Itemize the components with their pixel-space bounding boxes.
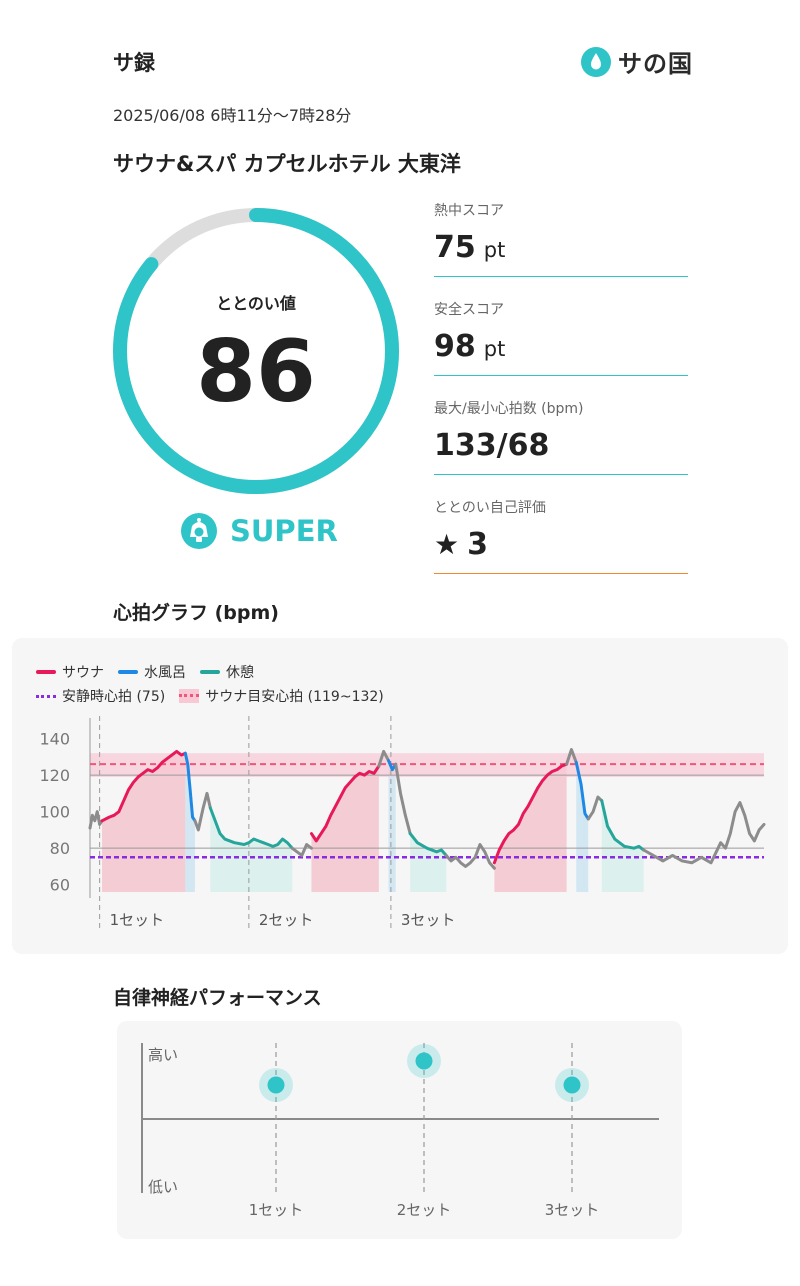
chart-legend-2: 安静時心拍 (75) サウナ目安心拍 (119~132) bbox=[36, 686, 384, 706]
performance-point bbox=[415, 1052, 433, 1070]
stat-safety-score: 安全スコア 98 pt bbox=[434, 299, 688, 376]
water-drop-icon bbox=[581, 46, 611, 77]
phase-fill-sauna bbox=[494, 764, 567, 892]
stat-self-rating: ととのい自己評価 ★ 3 bbox=[434, 497, 688, 574]
stat-value: 133/68 bbox=[434, 428, 550, 463]
series-line-rest bbox=[600, 799, 646, 852]
stat-label: 熱中スコア bbox=[434, 203, 504, 219]
y-low-label: 低い bbox=[148, 1178, 178, 1196]
series-line-other bbox=[642, 801, 766, 865]
legend-sauna: サウナ bbox=[36, 662, 104, 682]
heart-rate-chart: 1セット 2セット 3セット 140 120 100 80 60 bbox=[39, 716, 766, 930]
totonoi-label: ととのい値 bbox=[216, 294, 296, 313]
stat-label: ととのい自己評価 bbox=[434, 500, 546, 516]
set-label: 1セット bbox=[110, 911, 165, 929]
stat-label: 安全スコア bbox=[434, 302, 504, 318]
series-line-other bbox=[377, 749, 390, 768]
stat-value-row: 98 pt bbox=[434, 329, 688, 376]
legend-rest: 休憩 bbox=[200, 662, 254, 682]
legend-label: サウナ目安心拍 (119~132) bbox=[205, 689, 384, 705]
series-line-sauna bbox=[309, 764, 381, 843]
legend-label: 水風呂 bbox=[144, 665, 186, 681]
set-label: 3セット bbox=[401, 911, 456, 929]
series-line-sauna bbox=[492, 762, 569, 865]
series-line-other bbox=[565, 748, 578, 766]
autonomic-panel: 高い低い 1セット 2セット 3セット bbox=[117, 1021, 682, 1239]
legend-label: 安静時心拍 (75) bbox=[62, 689, 166, 705]
app-title: サ録 bbox=[113, 51, 155, 75]
stat-heat-score: 熱中スコア 75 pt bbox=[434, 200, 688, 277]
legend-cold-bath: 水風呂 bbox=[118, 662, 186, 682]
legend-resting-hr: 安静時心拍 (75) bbox=[36, 686, 165, 706]
stat-unit: pt bbox=[483, 337, 506, 361]
autonomic-title: 自律神経パフォーマンス bbox=[113, 987, 322, 1009]
series-line-other bbox=[394, 762, 412, 836]
y-tick-label: 60 bbox=[50, 876, 70, 895]
stat-value: 3 bbox=[467, 527, 488, 562]
y-high-label: 高い bbox=[148, 1046, 178, 1064]
rank-badge: SUPER bbox=[180, 512, 338, 550]
bell-mascot-icon bbox=[181, 513, 217, 549]
legend-target-band: サウナ目安心拍 (119~132) bbox=[179, 686, 384, 706]
session-datetime: 2025/06/08 6時11分〜7時28分 bbox=[113, 106, 352, 125]
stat-unit: pt bbox=[483, 238, 506, 262]
logo-text: サの国 bbox=[618, 50, 693, 78]
stat-value-row: ★ 3 bbox=[434, 527, 688, 574]
totonoi-gauge bbox=[113, 208, 399, 494]
set-label: 3セット bbox=[545, 1201, 600, 1219]
stat-value-row: 133/68 bbox=[434, 428, 688, 475]
target-band bbox=[90, 753, 764, 777]
stat-value: 98 bbox=[434, 329, 476, 364]
y-tick-label: 80 bbox=[50, 839, 70, 858]
stat-value-row: 75 pt bbox=[434, 230, 688, 277]
facility-name: サウナ&スパ カプセルホテル 大東洋 bbox=[113, 152, 461, 176]
stat-value: 75 bbox=[434, 230, 476, 265]
legend-label: 休憩 bbox=[226, 665, 254, 681]
set-label: 2セット bbox=[259, 911, 314, 929]
phase-fill-sauna bbox=[311, 766, 379, 892]
series-line-rest bbox=[208, 806, 294, 850]
heart-rate-panel: サウナ 水風呂 休憩 安静時心拍 (75) サウナ目安心拍 (119~132) … bbox=[12, 638, 788, 954]
set-label: 1セット bbox=[249, 1201, 304, 1219]
rank-label: SUPER bbox=[230, 514, 338, 548]
performance-point bbox=[563, 1076, 581, 1094]
series-line-other bbox=[444, 843, 496, 870]
stat-label: 最大/最小心拍数 (bpm) bbox=[434, 401, 584, 417]
y-tick-label: 100 bbox=[39, 803, 70, 822]
phase-fill-cold bbox=[576, 762, 589, 892]
performance-point bbox=[267, 1076, 285, 1094]
y-tick-label: 140 bbox=[39, 730, 70, 749]
series-line-other bbox=[586, 795, 604, 821]
phase-fill-cold bbox=[388, 760, 396, 892]
series-line-other bbox=[193, 791, 212, 832]
legend-label: サウナ bbox=[62, 665, 104, 681]
series-line-cold bbox=[574, 760, 590, 821]
y-tick-label: 120 bbox=[39, 766, 70, 785]
series-line-sauna bbox=[100, 749, 187, 823]
brand-logo: サの国 bbox=[580, 44, 693, 79]
series-line-other bbox=[290, 843, 313, 857]
series-line-rest bbox=[408, 832, 448, 857]
series-line-other bbox=[88, 810, 104, 830]
set-label: 2セット bbox=[397, 1201, 452, 1219]
heart-rate-title: 心拍グラフ (bpm) bbox=[113, 602, 279, 624]
phase-fill-rest bbox=[210, 808, 293, 892]
stat-max-min-hr: 最大/最小心拍数 (bpm) 133/68 bbox=[434, 398, 688, 475]
gauge-progress bbox=[113, 208, 399, 494]
star-icon: ★ bbox=[434, 528, 460, 561]
chart-legend: サウナ 水風呂 休憩 bbox=[36, 662, 254, 682]
series-line-cold bbox=[183, 751, 197, 823]
totonoi-value: 86 bbox=[196, 322, 316, 422]
